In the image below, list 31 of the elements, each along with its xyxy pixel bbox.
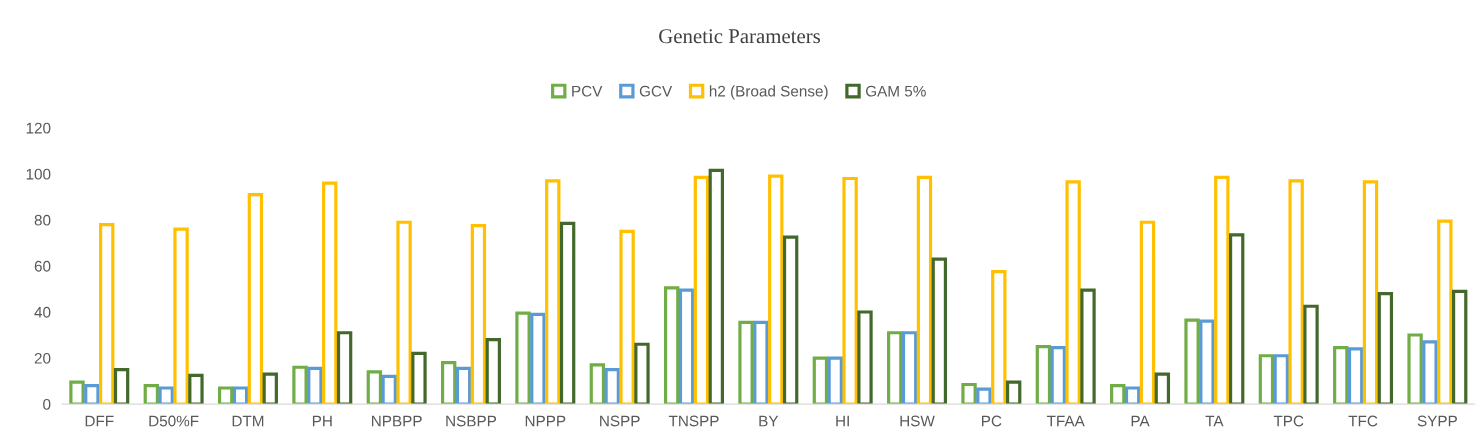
x-tick-label: HI xyxy=(836,415,849,427)
x-tick-label: TNSPP xyxy=(668,415,719,427)
legend-label: GCV xyxy=(639,85,673,97)
y-tick-label: 100 xyxy=(26,168,51,180)
x-tick-label: PA xyxy=(1131,415,1150,427)
chart-title: Genetic Parameters xyxy=(659,29,821,44)
x-tick-label: NSBPP xyxy=(446,415,497,427)
y-tick-label: 0 xyxy=(43,398,51,410)
y-tick-label: 80 xyxy=(34,214,51,226)
y-tick-label: 120 xyxy=(26,122,51,134)
x-tick-label: TPC xyxy=(1273,415,1304,427)
legend-label: PCV xyxy=(572,85,603,97)
y-tick-label: 60 xyxy=(34,260,51,272)
x-tick-label: DFF xyxy=(85,415,114,427)
x-tick-label: NSPP xyxy=(600,415,640,427)
legend-label: GAM 5% xyxy=(866,85,926,97)
x-tick-label: TFC xyxy=(1348,415,1378,427)
x-tick-label: SYPP xyxy=(1417,415,1457,427)
x-tick-label: TA xyxy=(1205,415,1224,427)
x-tick-label: PH xyxy=(312,415,332,427)
x-tick-label: TFAA xyxy=(1046,415,1085,427)
x-tick-label: D50%F xyxy=(149,415,199,427)
x-tick-label: DTM xyxy=(232,415,264,427)
y-tick-label: 40 xyxy=(34,306,51,318)
x-tick-label: NPPP xyxy=(525,415,566,427)
x-tick-label: NPBPP xyxy=(372,415,422,427)
x-tick-label: BY xyxy=(759,415,779,427)
legend-label: h2 (Broad Sense) xyxy=(709,85,828,100)
y-tick-label: 20 xyxy=(34,352,51,364)
x-tick-label: PC xyxy=(982,415,1002,427)
x-tick-label: HSW xyxy=(900,415,935,427)
